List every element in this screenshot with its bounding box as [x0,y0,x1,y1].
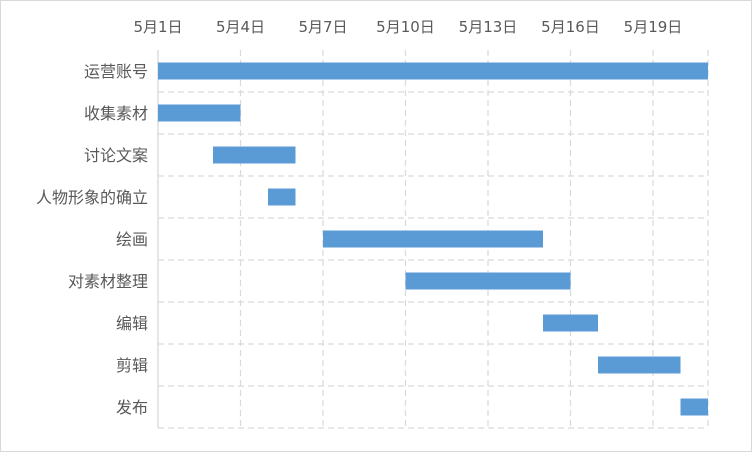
task-bar [405,272,571,290]
x-tick-label: 5月16日 [541,18,600,36]
category-label: 收集素材 [84,104,148,123]
category-label: 编辑 [116,314,148,333]
task-bar [323,230,543,248]
x-tick-label: 5月4日 [216,18,265,36]
category-label: 人物形象的确立 [36,188,148,207]
category-label: 绘画 [116,230,148,249]
task-bar [158,104,241,122]
task-bar [598,356,681,374]
category-label: 运营账号 [84,62,148,81]
x-tick-label: 5月19日 [624,18,683,36]
task-bar [213,146,296,164]
task-bar [268,188,296,206]
category-label: 发布 [116,398,148,417]
x-tick-label: 5月1日 [133,18,182,36]
task-bar [158,62,708,80]
labels: 5月1日 5月4日 5月7日 5月10日 5月13日 5月16日 5月19日运营账号收集素材… [36,18,682,417]
task-bar [543,314,598,332]
category-label: 讨论文案 [84,146,148,165]
task-bars [158,62,708,416]
x-tick-label: 5月7日 [298,18,347,36]
task-bar [680,398,708,416]
x-tick-label: 5月10日 [376,18,435,36]
x-tick-label: 5月13日 [459,18,518,36]
category-label: 剪辑 [116,356,148,375]
category-label: 对素材整理 [68,272,148,291]
